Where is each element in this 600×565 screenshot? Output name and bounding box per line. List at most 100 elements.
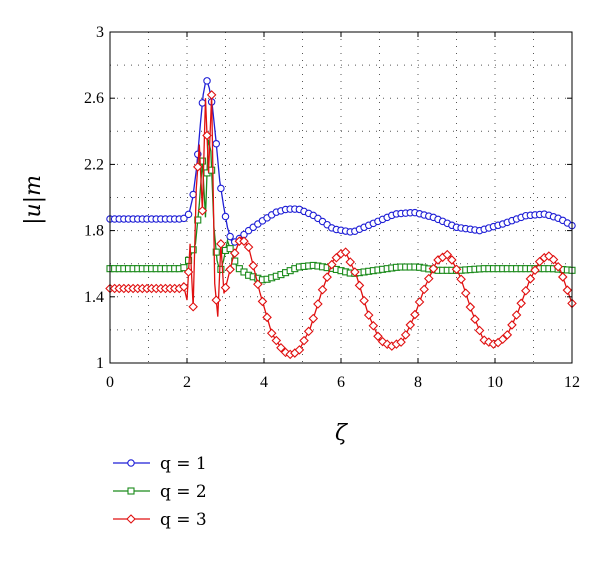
- data-point: [179, 282, 189, 292]
- y-tick-label: 2.6: [84, 90, 104, 107]
- data-point: [206, 90, 217, 100]
- data-point: [211, 295, 222, 305]
- data-point: [359, 295, 369, 306]
- y-tick-label: 1.4: [84, 289, 104, 306]
- data-point: [217, 184, 225, 193]
- series-line: [110, 139, 573, 281]
- data-point: [229, 248, 240, 258]
- x-tick-label: 6: [337, 374, 345, 391]
- data-point: [253, 279, 263, 289]
- data-point: [447, 255, 457, 265]
- data-point: [557, 272, 568, 282]
- data-point: [180, 214, 188, 223]
- data-point: [470, 314, 480, 324]
- data-point: [212, 139, 221, 148]
- y-tick-label: 1: [96, 355, 104, 372]
- data-point: [396, 337, 406, 347]
- data-point: [405, 320, 416, 330]
- data-point: [350, 267, 360, 277]
- data-point: [507, 320, 517, 330]
- x-axis-label: ζ: [335, 421, 349, 446]
- data-point: [442, 249, 453, 260]
- data-point: [208, 166, 216, 174]
- data-point: [262, 312, 272, 323]
- data-point: [243, 242, 254, 252]
- data-point: [202, 130, 212, 141]
- data-point: [322, 272, 332, 282]
- legend-marker: [126, 514, 136, 524]
- data-point: [183, 267, 194, 277]
- grid-lines: [110, 32, 572, 363]
- data-point: [266, 328, 277, 338]
- data-point: [521, 285, 531, 296]
- data-point: [317, 284, 328, 295]
- legend-marker: [127, 487, 135, 495]
- data-point: [345, 257, 356, 267]
- data-point: [271, 335, 282, 346]
- data-point: [410, 309, 420, 320]
- legend-label: q = 1: [160, 454, 207, 474]
- data-point: [562, 285, 573, 295]
- legend-label: q = 2: [160, 482, 207, 502]
- data-point: [516, 298, 526, 309]
- data-point: [414, 297, 425, 307]
- tick-labels: 0 2 4 6 8 10 12 1 1.4 1.8 2.2 2.6 3: [84, 24, 580, 391]
- data-point: [226, 232, 234, 241]
- legend-item: q = 1: [113, 454, 207, 474]
- data-point: [400, 330, 411, 340]
- data-point: [239, 236, 249, 246]
- data-point: [368, 320, 379, 331]
- legend-marker: [127, 459, 135, 467]
- x-tick-label: 10: [487, 374, 503, 391]
- series-1: [106, 77, 576, 246]
- legend-label: q = 3: [160, 510, 207, 530]
- data-point: [188, 301, 198, 312]
- x-tick-label: 2: [183, 374, 191, 391]
- data-point: [373, 331, 383, 342]
- data-point: [220, 282, 231, 293]
- x-tick-label: 12: [564, 374, 580, 391]
- data-point: [313, 299, 323, 309]
- legend-item: q = 3: [113, 510, 207, 530]
- data-point: [456, 274, 466, 285]
- y-axis-label: |u|m: [21, 175, 46, 225]
- legend: q = 1 q = 2 q = 3: [113, 454, 207, 530]
- y-tick-label: 2.2: [84, 156, 104, 173]
- data-point: [221, 212, 230, 221]
- data-point: [303, 326, 314, 337]
- data-point: [354, 280, 365, 291]
- data-point: [548, 254, 559, 265]
- data-point: [180, 264, 188, 272]
- data-point: [553, 261, 563, 272]
- data-point: [194, 216, 202, 224]
- x-tick-label: 0: [106, 374, 114, 391]
- data-point: [525, 274, 536, 284]
- data-point: [212, 248, 220, 256]
- data-point: [530, 265, 540, 275]
- data-point: [363, 310, 374, 320]
- series-2: [106, 139, 576, 284]
- plot-frame: [109, 31, 573, 364]
- data-point: [451, 264, 462, 274]
- data-point: [465, 302, 476, 312]
- data-point: [502, 330, 513, 340]
- data-point: [226, 245, 234, 253]
- y-tick-label: 3: [96, 24, 104, 41]
- data-point: [428, 263, 439, 274]
- data-point: [419, 284, 429, 295]
- data-point: [217, 265, 225, 273]
- data-point: [326, 259, 337, 270]
- data-point: [216, 239, 226, 249]
- data-point: [294, 345, 305, 355]
- legend-item: q = 2: [113, 482, 207, 502]
- data-point: [299, 335, 309, 346]
- data-point: [184, 210, 193, 219]
- data-point: [497, 334, 508, 345]
- data-point: [276, 342, 286, 353]
- series-3: [105, 90, 577, 360]
- x-tick-label: 8: [414, 374, 422, 391]
- data-point: [340, 247, 351, 257]
- data-point: [511, 310, 522, 320]
- data-point: [474, 325, 485, 336]
